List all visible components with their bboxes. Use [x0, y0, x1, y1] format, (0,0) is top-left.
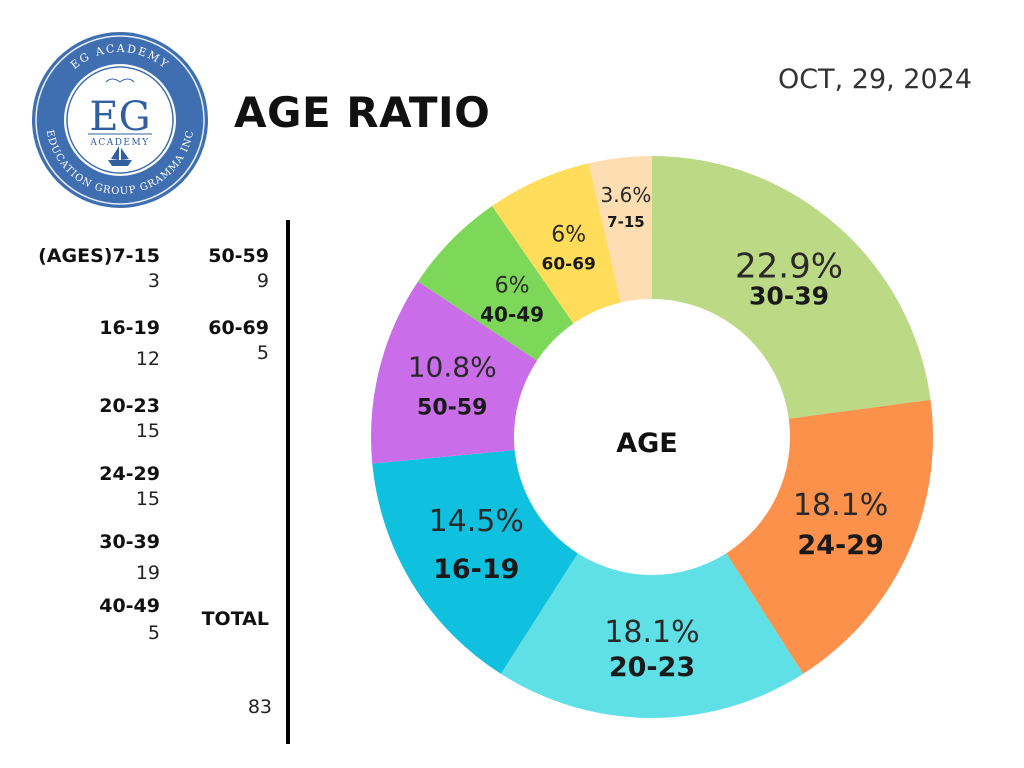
- donut-category-label: 20-23: [609, 652, 695, 683]
- eg-academy-logo: EG ACADEMY EDUCATION GROUP GRAMMA INC EG…: [32, 32, 208, 208]
- donut-segment-24-29: [726, 399, 934, 674]
- donut-percent-label: 6%: [495, 273, 530, 298]
- donut-category-label: 24-29: [797, 530, 883, 561]
- logo-academy-text: ACADEMY: [89, 138, 149, 148]
- legend-category: 16-19: [99, 317, 160, 339]
- logo-initials: EG: [89, 94, 150, 140]
- donut-percent-label: 6%: [551, 222, 586, 247]
- legend-item: 50-59 9: [208, 244, 269, 294]
- donut-category-label: 7-15: [607, 213, 645, 231]
- donut-percent-label: 22.9%: [735, 246, 843, 286]
- legend-value: 9: [256, 270, 269, 292]
- legend-category: 30-39: [99, 531, 160, 553]
- legend-item: 24-29 15: [99, 462, 160, 512]
- total-label: TOTAL: [201, 608, 269, 630]
- legend-category: (AGES)7-15: [38, 245, 160, 267]
- legend-item: 60-69 5: [208, 316, 269, 366]
- donut-segment-40-49: [417, 205, 574, 361]
- ship-icon: [108, 146, 132, 166]
- legend-value: 19: [135, 562, 160, 584]
- donut-segment-16-19: [372, 450, 578, 674]
- donut-percent-label: 18.1%: [793, 488, 888, 523]
- donut-center-label: AGE: [616, 428, 678, 459]
- donut-percent-label: 14.5%: [429, 504, 524, 539]
- divider: [286, 220, 290, 744]
- donut-percent-label: 18.1%: [604, 615, 699, 650]
- legend-category: 50-59: [208, 245, 269, 267]
- donut-labels: 22.9%30-3918.1%24-2918.1%20-2314.5%16-19…: [408, 183, 889, 683]
- donut-percent-label: 10.8%: [408, 351, 497, 384]
- legend-category: 60-69: [208, 317, 269, 339]
- donut-category-label: 60-69: [541, 255, 595, 275]
- legend-category: 20-23: [99, 395, 160, 417]
- total-value: 83: [247, 696, 272, 718]
- legend-value: 5: [256, 342, 269, 364]
- legend-value: 3: [147, 270, 160, 292]
- report-date: OCT, 29, 2024: [778, 64, 972, 95]
- legend-item: 20-23 15: [99, 394, 160, 444]
- donut-category-label: 40-49: [480, 303, 544, 327]
- donut-segments: [371, 156, 934, 718]
- page-title: AGE RATIO: [234, 88, 491, 137]
- legend-value: 5: [147, 622, 160, 644]
- donut-category-label: 30-39: [749, 281, 829, 310]
- donut-percent-label: 3.6%: [601, 183, 652, 207]
- legend-category: 40-49: [99, 595, 160, 617]
- legend-item: 30-39 19: [99, 530, 160, 586]
- legend-value: 15: [135, 488, 160, 510]
- donut-segment-7-15: [588, 156, 652, 303]
- legend-item: (AGES)7-15 3: [38, 244, 160, 294]
- donut-segment-50-59: [371, 281, 538, 464]
- donut-category-label: 16-19: [433, 554, 519, 585]
- donut-segment-20-23: [500, 553, 804, 718]
- donut-segment-60-69: [492, 163, 621, 324]
- donut-segment-30-39: [652, 156, 931, 419]
- legend-item: 16-19 12: [99, 316, 160, 372]
- legend-value: 12: [135, 348, 160, 370]
- legend-value: 15: [135, 420, 160, 442]
- legend-item: 40-49 5: [99, 594, 160, 646]
- ornament-icon: [105, 78, 135, 83]
- legend-category: 24-29: [99, 463, 160, 485]
- donut-category-label: 50-59: [417, 396, 487, 421]
